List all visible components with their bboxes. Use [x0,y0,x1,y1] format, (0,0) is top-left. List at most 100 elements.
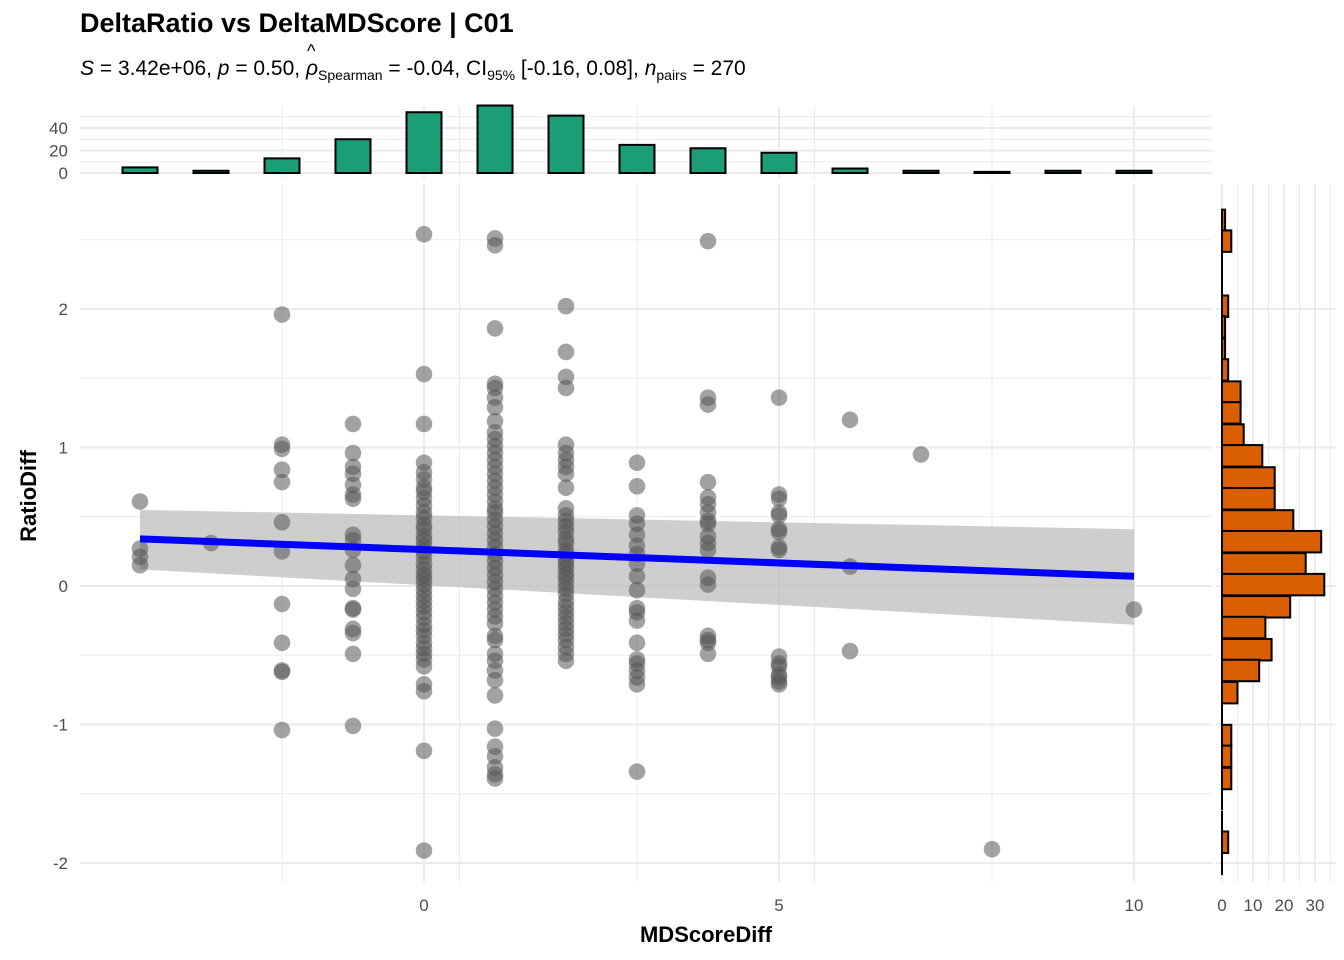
data-point [344,717,362,735]
data-point [770,507,788,524]
stat-s-value: = 3.42e+06, [94,57,218,80]
data-point [486,687,504,704]
top-hist-bar [1115,169,1153,174]
stat-n-label: n [644,57,657,80]
stat-rho-label: ρ [306,41,318,81]
right-hist-bar [1221,423,1245,447]
data-point [770,490,788,508]
top-hist-bar [902,169,940,174]
data-point [699,232,717,250]
y-tick-label: -1 [53,716,68,735]
data-point [699,396,717,413]
right-hist-tick-label: 20 [1275,896,1294,915]
data-point [415,842,433,859]
data-point [628,581,646,599]
right-hist-bar [1221,680,1239,705]
right-hist-bar [1221,552,1307,576]
data-point [983,840,1001,858]
data-point [628,454,646,472]
data-point [486,615,504,632]
top-hist-bar [405,111,443,174]
top-hist-tick-label: 40 [49,119,68,138]
top-hist-bar [121,166,159,174]
stat-ci-value: [-0.16, 0.08], [515,57,645,80]
right-hist-bar [1221,444,1264,468]
data-point [699,541,717,559]
stat-p-value: = 0.50, [229,57,306,80]
data-point [557,379,575,397]
stat-rho-sub: Spearman [318,67,383,84]
data-point [1125,601,1143,618]
right-hist-bar [1221,637,1273,662]
data-point [628,763,646,780]
data-point [273,306,291,323]
right-hist-bar [1221,208,1227,233]
data-point [557,652,575,670]
right-hist-bar [1221,380,1242,404]
right-hist-bar [1221,830,1230,854]
data-point [273,595,291,613]
top-hist-bar [618,143,656,174]
y-tick-label: 1 [59,439,68,458]
chart-title: DeltaRatio vs DeltaMDScore | C01 [80,8,514,38]
right-hist-bar [1221,595,1292,619]
right-hist-bar [1221,615,1267,640]
data-point [344,490,362,508]
data-point [486,720,504,737]
data-point [841,642,859,660]
top-hist-tick-label: 20 [49,142,68,161]
right-hist-bar [1221,315,1227,339]
data-point [344,415,362,433]
right-hist-bars [1221,208,1326,876]
data-point [770,541,788,559]
data-point [273,461,291,478]
data-point [628,477,646,495]
x-axis-title: MDScoreDiff [640,922,773,947]
right-hist-bar [1221,358,1230,382]
top-hist-bar [334,138,372,174]
data-point [628,676,646,693]
data-point [344,645,362,663]
data-point [557,343,575,361]
stat-ci-sub: 95% [487,67,516,84]
right-hist-bar [1221,509,1295,533]
data-point [486,770,504,787]
data-point [415,225,433,243]
data-point [273,440,291,458]
data-point [486,631,504,649]
top-hist-bar [831,167,869,174]
right-hist-bar [1221,337,1227,361]
top-hist-bar [1044,169,1082,174]
data-point [770,389,788,406]
stat-rho-value: = -0.04, CI [382,57,488,80]
data-point [131,493,149,510]
data-point [415,415,433,433]
right-hist-bar [1221,572,1326,597]
right-hist-bar [1221,294,1230,318]
data-point [770,676,788,693]
points-layer [131,225,1143,859]
regression-line [139,535,1135,580]
right-hist-tick-label: 10 [1244,896,1263,915]
data-point [415,365,433,383]
chart-subtitle: S = 3.42e+06, p = 0.50, ρSpearman = -0.0… [80,41,746,84]
data-point [557,465,575,483]
data-point [841,411,859,429]
y-axis-title: RatioDiff [16,450,41,542]
right-hist-bar [1221,401,1242,425]
data-point [699,473,717,491]
x-tick-label: 5 [774,896,783,915]
data-point [273,663,291,681]
right-hist-bar [1221,529,1323,554]
right-hist-tick-label: 30 [1306,896,1325,915]
stat-n-sub: pairs [656,67,687,84]
top-hist-bar [973,170,1011,174]
right-hist-bar [1221,229,1233,253]
top-hist-bar [192,169,230,174]
data-point [131,556,149,574]
data-point [486,320,504,337]
y-tick-label: -2 [53,854,68,873]
stat-p-label: p [217,57,230,80]
top-hist-bar [689,147,727,174]
